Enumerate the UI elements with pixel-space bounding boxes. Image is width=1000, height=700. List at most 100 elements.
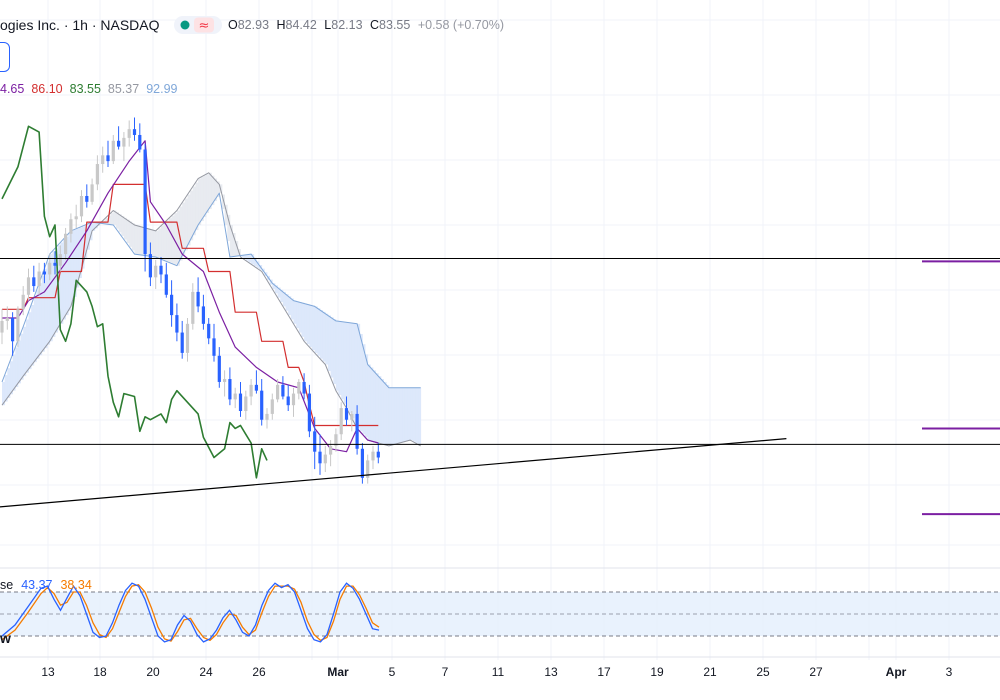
- cloud-slice: [359, 334, 363, 432]
- cloud-slice: [200, 177, 204, 222]
- stochastic-pane: [0, 582, 1000, 643]
- cloud-slice: [17, 340, 21, 384]
- ichimoku-legend-value: 4.65: [0, 82, 25, 96]
- cloud-slice: [12, 354, 16, 391]
- candle-body: [286, 396, 290, 406]
- time-axis-tick-label: 26: [252, 665, 266, 679]
- cloud-slice: [121, 215, 125, 236]
- candle-body: [276, 384, 280, 400]
- cloud-slice: [33, 297, 37, 363]
- cloud-slice: [404, 387, 408, 442]
- cloud-slice: [280, 289, 284, 303]
- cloud-slice: [137, 225, 141, 255]
- cloud-slice: [113, 210, 117, 226]
- candle-body: [164, 274, 168, 295]
- cloud-slice: [203, 175, 207, 218]
- cloud-slice: [282, 291, 286, 307]
- candle-body: [350, 413, 354, 420]
- candle-body: [191, 291, 195, 324]
- cloud-slice: [110, 213, 114, 225]
- candle-body: [366, 460, 370, 478]
- time-axis-tick-label: 21: [703, 665, 717, 679]
- cloud-slice: [44, 268, 48, 349]
- high-value: 84.42: [285, 18, 317, 32]
- time-axis-tick-label: 20: [146, 665, 160, 679]
- cloud-slice: [293, 300, 297, 324]
- cloud-slice: [410, 387, 414, 441]
- cloud-slice: [415, 387, 419, 443]
- cloud-slice: [4, 375, 8, 402]
- cloud-slice: [354, 323, 358, 424]
- candle-body: [223, 379, 227, 382]
- cloud-slice: [153, 230, 157, 257]
- candle-body: [265, 413, 269, 420]
- symbol-title[interactable]: ogies Inc. · 1h · NASDAQ: [0, 17, 160, 33]
- candle-body: [217, 355, 221, 382]
- close-label: C: [370, 18, 380, 32]
- candlestick-series: [0, 117, 380, 484]
- market-status-badges[interactable]: ≈: [174, 16, 222, 34]
- candle-body: [297, 381, 301, 394]
- open-value: 82.93: [237, 18, 270, 32]
- cloud-slice: [118, 214, 122, 233]
- cloud-slice: [407, 387, 411, 441]
- ichimoku-legend-value: 85.37: [107, 82, 140, 96]
- cloud-slice: [166, 220, 170, 262]
- cloud-slice: [94, 222, 98, 229]
- cloud-slice: [367, 364, 371, 441]
- stochastic-d-value: 38.34: [60, 578, 92, 592]
- candle-body: [371, 451, 375, 461]
- cloud-slice: [155, 230, 159, 258]
- cloud-slice: [341, 321, 345, 400]
- candle-body: [249, 384, 253, 397]
- candle-body: [159, 265, 163, 275]
- cloud-slice: [402, 387, 406, 443]
- candle-body: [127, 129, 131, 138]
- cloud-slice: [89, 223, 93, 241]
- candle-body: [138, 134, 142, 150]
- cloud-slice: [206, 174, 210, 214]
- cloud-slice: [190, 190, 194, 241]
- candle-body: [254, 384, 258, 391]
- candle-body: [26, 277, 31, 295]
- candle-body: [175, 315, 179, 333]
- cloud-slice: [68, 233, 72, 311]
- cloud-slice: [396, 387, 400, 444]
- cloud-slice: [73, 229, 77, 297]
- time-axis-tick-label: 7: [442, 665, 449, 679]
- candle-body: [170, 294, 174, 316]
- cloud-slice: [373, 370, 377, 442]
- cloud-slice: [9, 361, 13, 395]
- candle-body: [244, 396, 248, 412]
- stochastic-d-line: [1, 583, 380, 642]
- candle-body: [143, 149, 147, 255]
- cloud-slice: [320, 310, 324, 359]
- cloud-slice: [192, 186, 196, 236]
- candle-body: [281, 384, 285, 397]
- cloud-slice: [129, 221, 133, 247]
- candle-body: [233, 393, 237, 400]
- cloud-slice: [123, 217, 127, 240]
- cloud-slice: [240, 255, 244, 258]
- candle-body: [313, 431, 317, 452]
- cloud-slice: [216, 181, 220, 198]
- candle-body: [154, 265, 158, 278]
- candle-body: [270, 399, 274, 414]
- candle-body: [228, 379, 232, 400]
- cloud-slice: [314, 306, 318, 353]
- horizontal-levels[interactable]: [0, 257, 1000, 516]
- trend-line[interactable]: [0, 438, 787, 508]
- candle-body: [69, 219, 73, 234]
- time-axis[interactable]: 13 18 20 24 26 Mar 5 7 11 13 17 19 21 25 27 Apr 3: [41, 665, 952, 679]
- high-label: H: [276, 18, 286, 32]
- cloud-slice: [31, 304, 35, 366]
- change-value: +0.58 (+0.70%): [417, 18, 504, 32]
- cloud-slice: [304, 303, 308, 342]
- cloud-slice: [131, 223, 135, 251]
- time-axis-tick-label: 25: [756, 665, 770, 679]
- collapse-legend-button[interactable]: [0, 42, 10, 72]
- cloud-slice: [198, 178, 202, 226]
- cloud-slice: [147, 228, 151, 256]
- time-axis-tick-label: 5: [389, 665, 396, 679]
